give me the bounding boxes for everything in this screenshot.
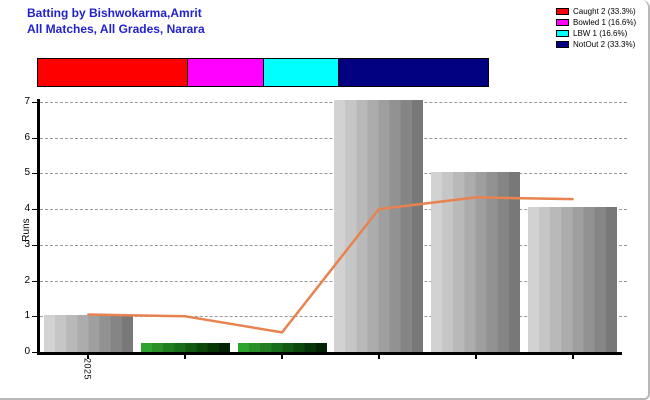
legend-label: Bowled 1 (16.6%) — [573, 18, 637, 27]
x-tick-label-2025: 2025 — [82, 358, 93, 381]
bar-3 — [237, 343, 327, 352]
chart-title: Batting by Bishwokarma,Amrit — [27, 6, 202, 20]
x-axis-ticks — [40, 355, 621, 360]
dismissal-segment-bowled — [188, 59, 264, 86]
y-tick-label-6: 6 — [24, 131, 30, 143]
bar-6 — [528, 207, 618, 352]
chart-subtitle: All Matches, All Grades, Narara — [27, 22, 205, 36]
x-axis-labels: 2025 — [40, 358, 621, 394]
legend-swatch — [556, 8, 569, 15]
legend-item-1: Caught 2 (33.3%) — [556, 6, 636, 17]
bar-4 — [334, 100, 424, 352]
y-axis-line — [37, 99, 40, 355]
bar-5 — [431, 171, 521, 352]
y-tick-label-7: 7 — [24, 96, 30, 107]
legend-swatch — [556, 41, 569, 48]
legend-swatch — [556, 19, 569, 26]
y-tick-6 — [32, 137, 37, 139]
y-tick-3 — [32, 244, 37, 246]
chart-header: Batting by Bishwokarma,Amrit All Matches… — [27, 5, 205, 37]
y-tick-0 — [32, 352, 37, 353]
dismissal-segment-notout — [338, 59, 488, 86]
legend-label: NotOut 2 (33.3%) — [573, 40, 636, 49]
y-tick-1 — [32, 316, 37, 318]
y-tick-5 — [32, 173, 37, 175]
gridline-5 — [40, 173, 627, 175]
y-tick-2 — [32, 280, 37, 282]
legend-label: LBW 1 (16.6%) — [573, 29, 628, 38]
legend-swatch — [556, 30, 569, 37]
legend-item-2: Bowled 1 (16.6%) — [556, 17, 636, 28]
y-tick-label-1: 1 — [24, 310, 30, 322]
gridline-6 — [40, 137, 627, 139]
y-tick-label-4: 4 — [24, 203, 30, 215]
legend-item-4: NotOut 2 (33.3%) — [556, 39, 636, 50]
y-tick-7 — [32, 102, 37, 103]
bar-2 — [140, 343, 230, 352]
y-tick-4 — [32, 209, 37, 211]
legend: Caught 2 (33.3%) Bowled 1 (16.6%) LBW 1 (1… — [556, 6, 636, 50]
x-tick-1 — [87, 355, 90, 359]
y-tick-label-5: 5 — [24, 167, 30, 179]
x-tick-2 — [184, 355, 187, 359]
plot-area — [40, 100, 627, 352]
legend-label: Caught 2 (33.3%) — [573, 7, 636, 16]
x-axis-line — [37, 352, 622, 355]
dismissal-stackbar — [37, 58, 489, 87]
x-tick-3 — [281, 355, 284, 359]
x-tick-5 — [474, 355, 477, 359]
y-axis-ticks — [32, 102, 37, 353]
y-tick-label-2: 2 — [24, 274, 30, 286]
gridline-7 — [40, 102, 627, 103]
bar-1 — [43, 314, 133, 352]
dismissal-segment-lbw — [263, 59, 339, 86]
x-tick-6 — [571, 355, 574, 359]
y-tick-label-3: 3 — [24, 238, 30, 250]
y-tick-label-0: 0 — [24, 346, 30, 357]
dismissal-segment-caught — [38, 59, 189, 86]
y-axis-labels: 0 1 2 3 4 5 6 7 — [0, 96, 32, 357]
legend-item-3: LBW 1 (16.6%) — [556, 28, 636, 39]
x-tick-4 — [377, 355, 380, 359]
